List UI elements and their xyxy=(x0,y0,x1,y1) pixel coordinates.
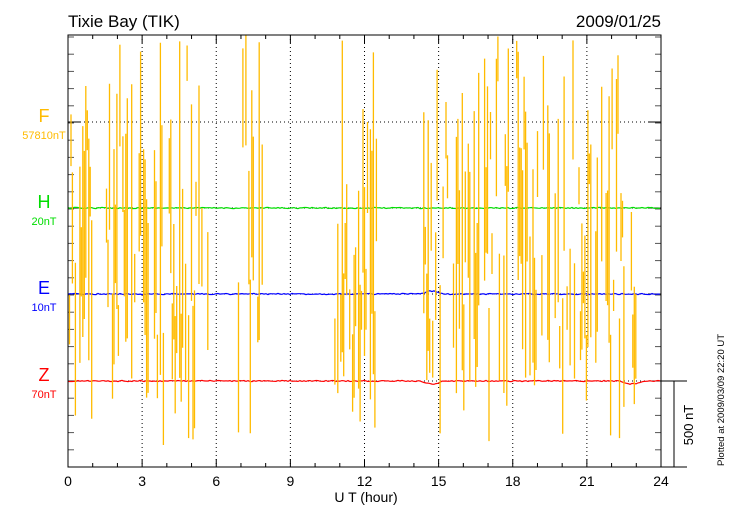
series-scale-H: 20nT xyxy=(31,216,56,228)
plotted-at-footer: Plotted at 2009/03/09 22:20 UT xyxy=(716,334,727,466)
series-label-F: F xyxy=(39,106,50,126)
series-scale-F: 57810nT xyxy=(22,130,66,142)
x-tick-label: 21 xyxy=(579,473,595,489)
x-tick-label: 9 xyxy=(286,473,294,489)
x-tick-label: 18 xyxy=(505,473,521,489)
trace-Z xyxy=(68,379,661,385)
x-tick-label: 3 xyxy=(138,473,146,489)
series-label-Z: Z xyxy=(39,365,50,385)
x-tick-label: 24 xyxy=(653,473,669,489)
chart-title: Tixie Bay (TIK) xyxy=(68,12,180,31)
x-axis-label: U T (hour) xyxy=(334,489,397,505)
x-tick-label: 15 xyxy=(431,473,447,489)
x-tick-label: 0 xyxy=(64,473,72,489)
x-tick-label: 12 xyxy=(357,473,373,489)
x-tick-label: 6 xyxy=(212,473,220,489)
chart-date: 2009/01/25 xyxy=(576,12,661,31)
series-scale-Z: 70nT xyxy=(31,389,56,401)
plot-frame xyxy=(67,34,662,468)
series-label-H: H xyxy=(38,192,51,212)
series-scale-E: 10nT xyxy=(31,302,56,314)
series-label-E: E xyxy=(38,278,50,298)
scale-bar-label: 500 nT xyxy=(681,405,696,446)
